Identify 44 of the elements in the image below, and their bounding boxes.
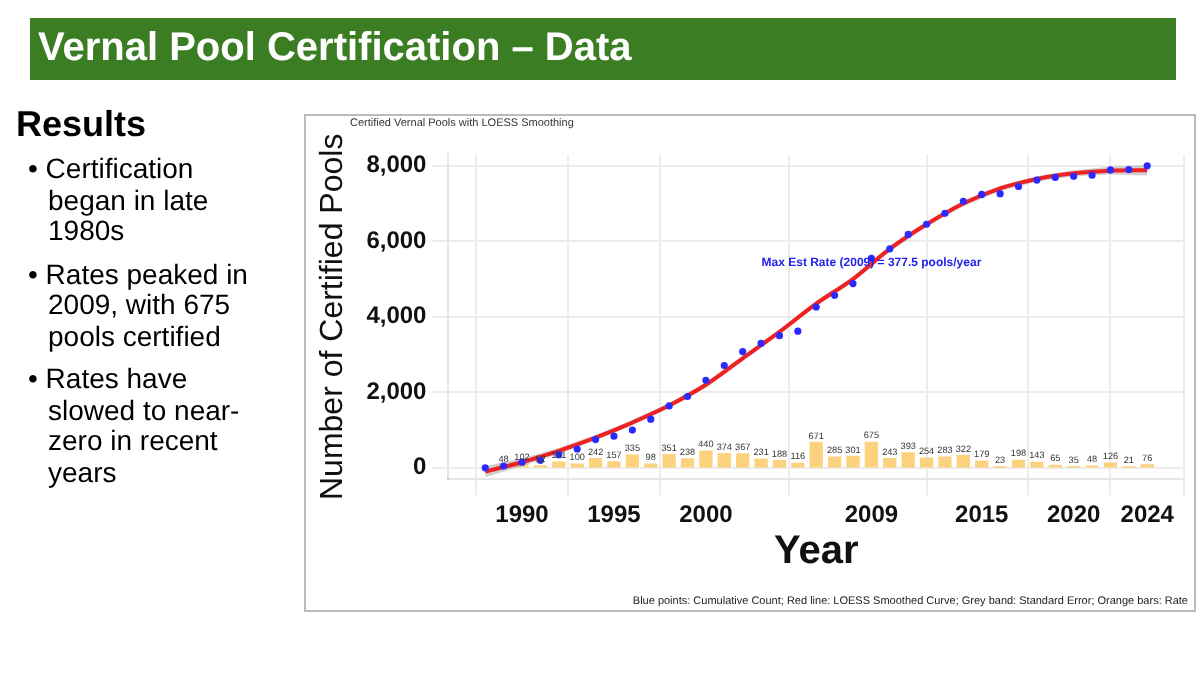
text: • Rates have slowed to near-zero in recent years bbox=[28, 362, 242, 488]
bar bbox=[699, 450, 713, 468]
bar bbox=[846, 455, 860, 468]
x-tick-label: 2015 bbox=[955, 500, 1010, 529]
bar bbox=[864, 441, 879, 468]
x-tick-label: 1995 bbox=[587, 500, 642, 529]
bar bbox=[680, 458, 695, 468]
x-tick-label: 2024 bbox=[1120, 500, 1175, 529]
bar bbox=[754, 458, 768, 468]
bar bbox=[956, 455, 970, 468]
bar bbox=[772, 460, 787, 468]
bar bbox=[1011, 459, 1026, 468]
x-axis-title: Year bbox=[773, 529, 859, 574]
bar bbox=[809, 441, 823, 468]
chart-title: Vernal Pool Certification – Data bbox=[30, 18, 1176, 80]
text: • Rates peaked in 2009, with 675 pools certified bbox=[28, 257, 250, 352]
y-tick-label: 8,000 bbox=[366, 150, 428, 179]
bar bbox=[717, 453, 731, 468]
bar bbox=[975, 460, 989, 468]
y-tick-label: 0 bbox=[413, 452, 428, 481]
bar bbox=[552, 461, 566, 468]
bar bbox=[736, 453, 750, 468]
text: • Certification began in late 1980s bbox=[28, 152, 211, 247]
x-tick-label: 2000 bbox=[679, 500, 734, 529]
x-tick-label: 2009 bbox=[844, 500, 899, 529]
bar bbox=[919, 457, 934, 468]
text: Results bbox=[16, 104, 149, 146]
bar bbox=[588, 458, 603, 468]
bar bbox=[625, 454, 639, 468]
bar bbox=[662, 453, 676, 468]
y-tick-label: 4,000 bbox=[366, 301, 428, 330]
bar bbox=[938, 456, 952, 468]
bar bbox=[1030, 461, 1044, 468]
bar bbox=[827, 456, 842, 468]
y-tick-label: 2,000 bbox=[366, 376, 428, 405]
bar bbox=[791, 462, 805, 468]
bar bbox=[607, 461, 621, 468]
bar bbox=[901, 452, 915, 468]
x-tick-label: 1990 bbox=[495, 500, 550, 529]
x-tick-label: 2020 bbox=[1046, 500, 1102, 529]
y-tick-label: 6,000 bbox=[366, 225, 428, 254]
bar bbox=[1103, 462, 1118, 468]
y-axis-title: Number of Certified Pools bbox=[316, 133, 351, 500]
bar bbox=[883, 458, 897, 468]
